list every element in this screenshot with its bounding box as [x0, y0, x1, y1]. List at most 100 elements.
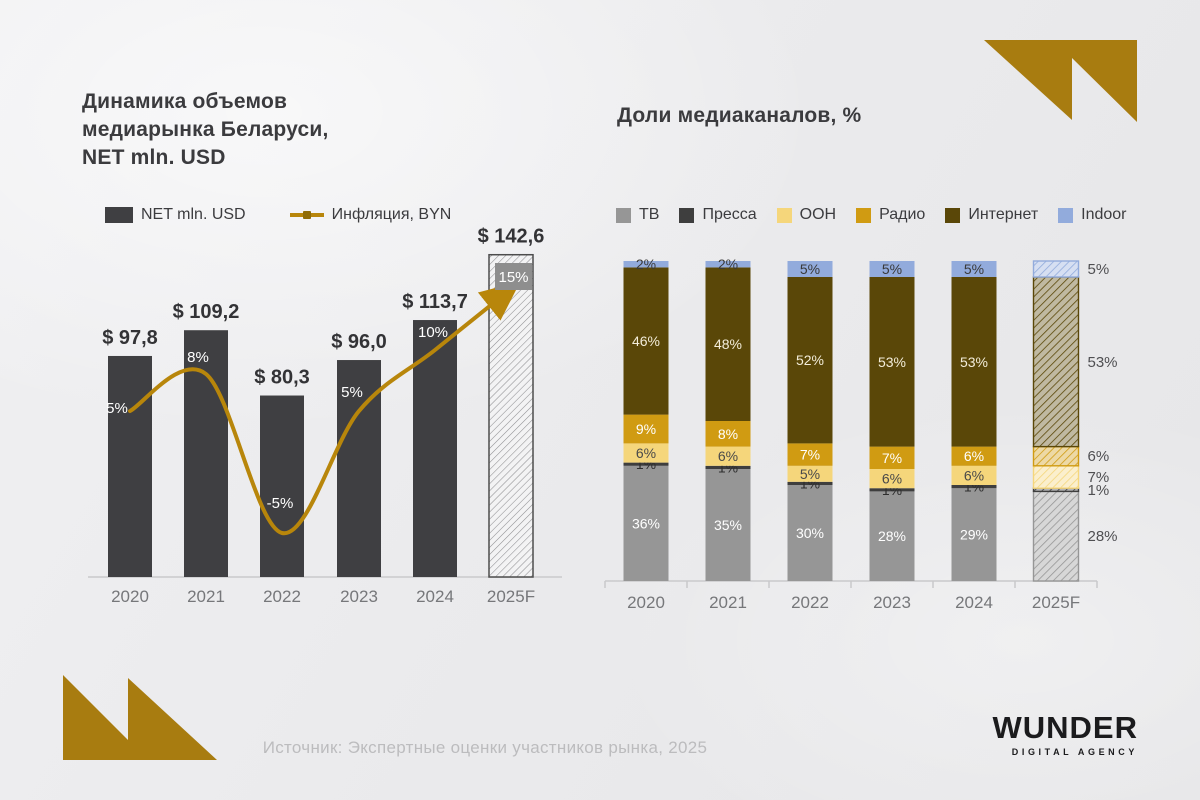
share-segment — [787, 465, 833, 482]
share-segment — [623, 443, 669, 463]
media-volume-chart: $ 97,8 2020 $ 109,2 2021 $ 80,3 2022 $ 96,0 202… — [88, 226, 562, 606]
segment-label: 53% — [960, 354, 988, 370]
segment-label: 7% — [882, 450, 902, 466]
bar-value-label: $ 96,0 — [331, 331, 387, 353]
segment-label: 53% — [1088, 354, 1118, 371]
segment-label: 6% — [718, 448, 738, 464]
bar-value-label: $ 109,2 — [173, 301, 240, 323]
segment-label: 30% — [796, 525, 824, 541]
legend-swatch-icon — [616, 207, 631, 223]
volume-bar — [260, 395, 304, 577]
inflation-label-box — [495, 263, 532, 290]
share-segment — [623, 261, 669, 268]
legend-swatch-icon — [776, 207, 792, 223]
inflation-line — [128, 281, 521, 536]
segment-label: 6% — [882, 471, 902, 487]
left-chart-legend: NET mln. USD Инфляция, BYN — [105, 206, 495, 224]
segment-label: 2% — [718, 256, 738, 272]
x-axis-label: 2020 — [627, 593, 665, 612]
share-segment — [1032, 490, 1080, 582]
segment-label: 6% — [1088, 448, 1110, 465]
share-segment — [951, 465, 997, 485]
segment-label: 35% — [714, 517, 742, 533]
share-segment — [951, 261, 997, 277]
inflation-label: 15% — [498, 269, 528, 286]
inflation-label: -5% — [267, 495, 294, 512]
corner-mark-bottom-left — [63, 675, 217, 760]
bar-swatch-icon — [105, 207, 133, 223]
segment-label: 46% — [632, 333, 660, 349]
bar-value-label: $ 113,7 — [402, 291, 468, 313]
bar-value-label: $ 97,8 — [102, 327, 158, 349]
logo-tagline: DIGITAL AGENCY — [1011, 747, 1138, 757]
legend-label: Интернет — [968, 206, 1039, 223]
right-chart-legend: ТВ Пресса OOH Радио Интернет Indoor — [616, 206, 1137, 224]
footer-source: Источник: Экспертные оценки участников р… — [262, 738, 708, 757]
segment-label: 5% — [964, 261, 984, 277]
inflation-label: 5% — [106, 400, 128, 417]
share-segment — [705, 465, 751, 469]
x-axis-label: 2023 — [340, 587, 378, 606]
share-segment — [869, 261, 915, 277]
share-segment — [705, 446, 751, 466]
share-segment — [787, 443, 833, 466]
share-segment — [623, 462, 669, 466]
right-chart-title: Доли медиаканалов, % — [617, 104, 862, 127]
share-segment — [869, 277, 915, 447]
share-segment — [951, 488, 997, 581]
segment-label: 6% — [964, 467, 984, 483]
segment-label: 9% — [636, 421, 656, 437]
share-segment — [1032, 260, 1080, 278]
legend-swatch-icon — [856, 207, 872, 223]
legend-item-net: NET mln. USD — [105, 206, 246, 224]
media-share-chart: 36%1%6%9%46%2%202035%1%6%8%48%2%202130%1… — [604, 256, 1118, 612]
wunder-logo: WUNDER DIGITAL AGENCY — [993, 712, 1139, 757]
legend-label: Indoor — [1081, 206, 1127, 223]
x-axis-label: 2020 — [111, 587, 149, 606]
share-segment — [705, 421, 751, 447]
bar-value-label: $ 80,3 — [254, 367, 310, 389]
segment-label: 7% — [800, 447, 820, 463]
logo-brand: WUNDER — [992, 710, 1138, 745]
share-segment — [1032, 445, 1080, 467]
x-axis-label: 2024 — [955, 593, 993, 612]
share-segment — [787, 261, 833, 277]
volume-bar — [413, 320, 457, 577]
x-axis-label: 2025F — [487, 587, 535, 606]
segment-label: 7% — [1088, 469, 1110, 486]
legend-item-inflation: Инфляция, BYN — [289, 206, 452, 224]
share-segment — [787, 481, 833, 485]
segment-label: 6% — [636, 445, 656, 461]
legend-item-5: Indoor — [1058, 206, 1127, 224]
inflation-label: 10% — [418, 324, 448, 341]
line-swatch-icon — [289, 211, 324, 219]
legend-label: ТВ — [639, 206, 660, 223]
segment-label: 52% — [796, 352, 824, 368]
legend-label: Инфляция, BYN — [331, 206, 452, 223]
share-segment — [869, 491, 915, 581]
x-axis-label: 2025F — [1032, 593, 1080, 612]
share-segment — [951, 485, 997, 489]
legend-item-2: OOH — [776, 206, 836, 224]
legend-label: Радио — [879, 206, 926, 223]
share-segment — [869, 488, 915, 492]
segment-label: 5% — [1088, 261, 1110, 278]
segment-label: 5% — [800, 466, 820, 482]
share-segment — [787, 485, 833, 581]
segment-label: 36% — [632, 515, 660, 531]
segment-label: 28% — [878, 528, 906, 544]
legend-swatch-icon — [679, 207, 695, 223]
share-segment — [623, 414, 669, 444]
left-chart-title-line: медиарынка Беларуси, — [82, 118, 329, 142]
volume-bar — [108, 355, 152, 577]
share-segment — [869, 469, 915, 489]
inflation-label: 5% — [341, 384, 363, 401]
share-segment — [869, 446, 915, 469]
x-axis-label: 2023 — [873, 593, 911, 612]
legend-swatch-icon — [1058, 207, 1074, 223]
x-axis-label: 2022 — [263, 587, 301, 606]
legend-item-3: Радио — [856, 206, 925, 224]
bar-value-label: $ 142,6 — [478, 226, 545, 248]
